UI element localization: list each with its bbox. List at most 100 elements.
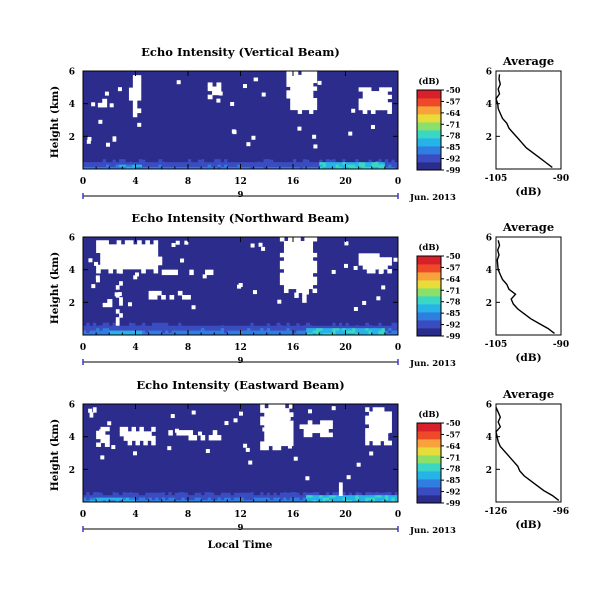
- echo-cell: [247, 330, 251, 334]
- nodata-cell: [283, 248, 289, 254]
- echo-cell: [293, 497, 297, 501]
- echo-cell: [230, 159, 235, 163]
- nodata-cell: [324, 424, 329, 429]
- nodata-cell: [170, 414, 175, 419]
- nodata-cell: [180, 430, 185, 436]
- echo-cell: [306, 497, 310, 501]
- echo-cell: [132, 489, 136, 493]
- colorbar: (dB)-50-57-64-71-78-85-92-99: [416, 409, 461, 508]
- nodata-cell: [153, 244, 159, 249]
- echo-cell: [276, 159, 281, 163]
- colorbar-swatch: [417, 120, 441, 123]
- echo-cell: [230, 494, 235, 498]
- echo-cell: [210, 494, 215, 498]
- nodata-cell: [370, 261, 376, 266]
- echo-cell: [188, 325, 192, 329]
- nodata-cell: [288, 420, 294, 426]
- echo-cell: [142, 164, 146, 168]
- echo-cell: [394, 325, 399, 329]
- nodata-cell: [137, 260, 142, 266]
- echo-cell: [230, 166, 235, 170]
- echo-cell: [270, 494, 274, 498]
- echo-cell: [338, 332, 343, 336]
- echo-cell: [119, 327, 123, 331]
- echo-cell: [371, 330, 376, 334]
- echo-cell: [155, 332, 159, 336]
- echo-cell: [207, 161, 212, 165]
- nodata-cell: [186, 294, 191, 300]
- echo-cell: [289, 322, 294, 326]
- echo-cell: [361, 330, 366, 334]
- colorbar-tick-label: -78: [446, 131, 461, 141]
- echo-cell: [329, 330, 333, 334]
- nodata-cell: [366, 94, 372, 100]
- nodata-cell: [137, 256, 142, 262]
- echo-cell: [345, 322, 350, 326]
- echo-cell: [122, 497, 127, 501]
- average-y-tick-label: 6: [486, 401, 492, 411]
- nodata-cell: [375, 261, 380, 266]
- echo-cell: [181, 330, 186, 334]
- echo-cell: [270, 156, 274, 160]
- echo-cell: [296, 320, 301, 324]
- echo-cell: [214, 327, 219, 331]
- nodata-cell: [370, 94, 376, 100]
- nodata-cell: [305, 98, 310, 103]
- nodata-cell: [123, 435, 129, 441]
- nodata-cell: [283, 260, 289, 266]
- nodata-cell: [95, 275, 100, 280]
- colorbar-swatch: [417, 128, 441, 131]
- echo-cell: [188, 161, 192, 165]
- nodata-cell: [311, 424, 317, 429]
- nodata-cell: [380, 428, 385, 433]
- echo-cell: [325, 330, 330, 334]
- echo-cell: [266, 159, 271, 163]
- nodata-cell: [272, 441, 278, 447]
- echo-cell: [158, 330, 163, 334]
- nodata-cell: [305, 105, 310, 111]
- echo-cell: [256, 161, 261, 165]
- nodata-cell: [288, 264, 293, 270]
- nodata-cell: [133, 244, 138, 249]
- nodata-cell: [375, 257, 380, 262]
- echo-cell: [394, 494, 399, 498]
- nodata-cell: [308, 280, 314, 286]
- echo-cell: [368, 161, 373, 165]
- echo-cell: [335, 325, 340, 329]
- echo-cell: [283, 327, 287, 331]
- echo-cell: [338, 164, 343, 168]
- nodata-cell: [383, 94, 388, 100]
- echo-cell: [96, 325, 100, 329]
- nodata-cell: [124, 244, 130, 249]
- echo-cell: [148, 492, 153, 496]
- echo-cell: [112, 492, 117, 496]
- echo-cell: [371, 494, 376, 498]
- echo-cell: [148, 156, 153, 160]
- echo-cell: [312, 166, 317, 170]
- nodata-cell: [290, 94, 295, 99]
- echo-cell: [207, 499, 212, 503]
- echo-cell: [260, 330, 264, 334]
- nodata-cell: [127, 440, 133, 446]
- nodata-cell: [309, 259, 314, 264]
- nodata-cell: [284, 424, 290, 430]
- echo-cell: [273, 492, 278, 496]
- colorbar-swatch: [417, 439, 441, 442]
- echo-cell: [109, 161, 114, 165]
- echo-cell: [227, 332, 232, 336]
- echo-cell: [348, 494, 353, 498]
- colorbar-swatch: [417, 94, 441, 97]
- nodata-cell: [365, 415, 370, 421]
- echo-cell: [243, 164, 248, 168]
- echo-cell: [174, 325, 179, 329]
- echo-cell: [394, 166, 399, 170]
- nodata-cell: [280, 408, 286, 413]
- echo-cell: [148, 325, 153, 329]
- echo-cell: [270, 327, 274, 331]
- nodata-cell: [131, 435, 136, 441]
- echo-cell: [112, 497, 117, 501]
- nodata-cell: [296, 284, 301, 290]
- echo-cell: [178, 161, 182, 165]
- nodata-cell: [153, 260, 159, 266]
